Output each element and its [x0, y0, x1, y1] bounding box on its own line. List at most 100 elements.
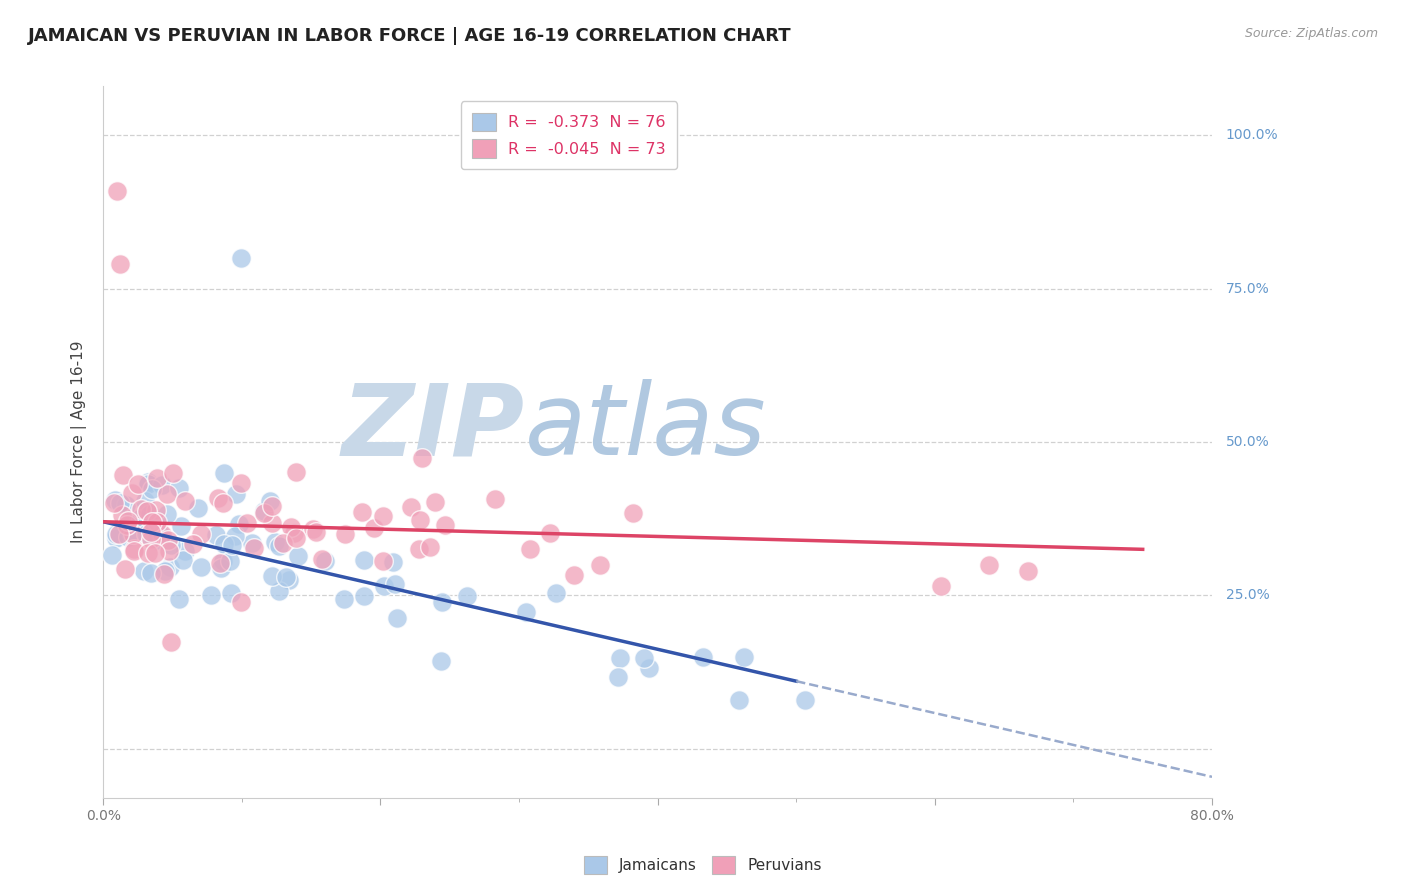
Point	[225, 487, 247, 501]
Point	[430, 654, 453, 668]
Point	[381, 555, 404, 569]
Point	[353, 589, 375, 603]
Point	[103, 496, 125, 510]
Point	[253, 506, 276, 520]
Point	[231, 475, 253, 490]
Point	[122, 543, 145, 558]
Point	[136, 476, 159, 491]
Point	[108, 257, 131, 271]
Point	[371, 509, 394, 524]
Point	[271, 536, 294, 550]
Point	[607, 669, 630, 683]
Point	[120, 517, 142, 532]
Point	[127, 476, 149, 491]
Point	[160, 538, 183, 552]
Point	[117, 531, 139, 545]
Point	[538, 526, 561, 541]
Point	[169, 481, 191, 495]
Point	[434, 518, 457, 533]
Point	[236, 516, 259, 530]
Point	[259, 494, 281, 508]
Point	[515, 605, 537, 619]
Point	[207, 491, 229, 505]
Point	[205, 528, 228, 542]
Point	[260, 499, 283, 513]
Point	[589, 558, 612, 572]
Point	[141, 516, 163, 530]
Point	[136, 504, 159, 518]
Point	[111, 508, 134, 522]
Point	[253, 503, 276, 517]
Y-axis label: In Labor Force | Age 16-19: In Labor Force | Age 16-19	[72, 341, 87, 543]
Point	[139, 507, 162, 521]
Point	[633, 651, 655, 665]
Point	[139, 532, 162, 546]
Point	[408, 542, 430, 557]
Point	[111, 468, 134, 483]
Point	[108, 527, 131, 541]
Point	[1017, 564, 1039, 578]
Text: 25.0%: 25.0%	[1226, 589, 1270, 602]
Text: Source: ZipAtlas.com: Source: ZipAtlas.com	[1244, 27, 1378, 40]
Point	[371, 554, 394, 568]
Point	[145, 471, 167, 485]
Point	[156, 487, 179, 501]
Point	[157, 544, 180, 558]
Point	[638, 661, 661, 675]
Point	[143, 546, 166, 560]
Point	[793, 692, 815, 706]
Text: 75.0%: 75.0%	[1226, 282, 1270, 296]
Point	[105, 184, 128, 198]
Point	[153, 566, 176, 581]
Point	[160, 635, 183, 649]
Point	[150, 527, 173, 541]
Point	[692, 649, 714, 664]
Point	[929, 579, 952, 593]
Point	[311, 552, 333, 566]
Point	[156, 507, 179, 521]
Point	[173, 494, 195, 508]
Point	[139, 524, 162, 539]
Point	[136, 546, 159, 560]
Text: JAMAICAN VS PERUVIAN IN LABOR FORCE | AGE 16-19 CORRELATION CHART: JAMAICAN VS PERUVIAN IN LABOR FORCE | AG…	[28, 27, 792, 45]
Point	[373, 578, 395, 592]
Point	[131, 501, 153, 516]
Point	[134, 494, 156, 508]
Point	[212, 467, 235, 481]
Point	[262, 516, 284, 530]
Point	[387, 611, 409, 625]
Legend: Jamaicans, Peruvians: Jamaicans, Peruvians	[578, 850, 828, 880]
Point	[155, 565, 177, 579]
Point	[145, 503, 167, 517]
Point	[409, 513, 432, 527]
Point	[200, 588, 222, 602]
Point	[121, 485, 143, 500]
Point	[621, 506, 644, 520]
Point	[280, 520, 302, 534]
Point	[132, 564, 155, 578]
Point	[141, 482, 163, 496]
Point	[159, 560, 181, 574]
Text: ZIP: ZIP	[342, 379, 524, 476]
Point	[484, 491, 506, 506]
Point	[242, 541, 264, 555]
Text: 100.0%: 100.0%	[1226, 128, 1278, 143]
Point	[209, 556, 232, 570]
Point	[419, 541, 441, 555]
Point	[399, 500, 422, 514]
Point	[229, 251, 252, 265]
Point	[267, 584, 290, 599]
Point	[190, 560, 212, 574]
Point	[110, 496, 132, 510]
Point	[121, 528, 143, 542]
Point	[229, 595, 252, 609]
Point	[156, 533, 179, 548]
Point	[209, 561, 232, 575]
Point	[228, 516, 250, 531]
Point	[101, 548, 124, 562]
Point	[430, 595, 453, 609]
Point	[128, 512, 150, 526]
Point	[562, 567, 585, 582]
Point	[190, 527, 212, 541]
Point	[104, 531, 127, 545]
